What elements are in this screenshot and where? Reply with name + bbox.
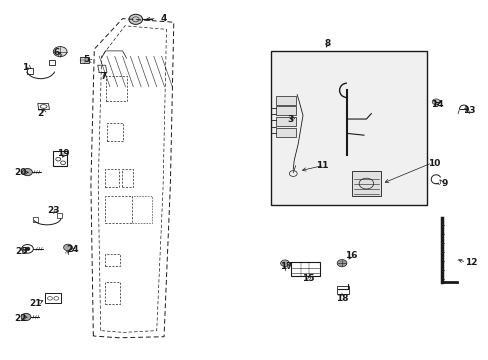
Bar bbox=[80, 57, 89, 63]
Text: 7: 7 bbox=[100, 72, 106, 81]
Text: 17: 17 bbox=[279, 262, 292, 271]
Text: 24: 24 bbox=[66, 246, 79, 255]
Bar bbox=[276, 128, 295, 137]
Bar bbox=[336, 286, 348, 294]
Circle shape bbox=[431, 99, 439, 105]
Bar bbox=[290, 262, 320, 276]
Bar bbox=[276, 107, 295, 116]
Text: 8: 8 bbox=[324, 39, 330, 48]
Text: 3: 3 bbox=[287, 114, 293, 123]
Bar bbox=[57, 213, 62, 219]
Bar bbox=[44, 293, 61, 303]
Text: 11: 11 bbox=[316, 161, 328, 170]
Circle shape bbox=[53, 46, 67, 57]
Text: 14: 14 bbox=[430, 100, 443, 109]
Circle shape bbox=[280, 260, 289, 266]
Text: 12: 12 bbox=[464, 258, 476, 267]
Text: 10: 10 bbox=[427, 159, 440, 168]
Bar bbox=[271, 51, 427, 205]
Bar bbox=[33, 217, 38, 222]
Text: 22: 22 bbox=[14, 314, 26, 323]
Text: 1: 1 bbox=[22, 63, 28, 72]
Bar bbox=[276, 117, 295, 126]
Circle shape bbox=[21, 314, 31, 320]
Text: 21: 21 bbox=[29, 299, 42, 308]
Circle shape bbox=[22, 168, 32, 176]
Text: 6: 6 bbox=[54, 48, 60, 57]
Bar bbox=[53, 151, 67, 166]
Text: 20: 20 bbox=[14, 168, 26, 177]
Text: 9: 9 bbox=[440, 179, 447, 188]
Text: 19: 19 bbox=[57, 149, 69, 158]
Text: 2: 2 bbox=[38, 109, 44, 118]
Text: 23: 23 bbox=[47, 206, 60, 215]
Bar bbox=[27, 68, 33, 74]
Circle shape bbox=[63, 244, 72, 251]
Text: 25: 25 bbox=[15, 247, 27, 256]
Circle shape bbox=[129, 14, 142, 24]
Bar bbox=[276, 96, 295, 105]
Bar bbox=[351, 171, 380, 196]
Circle shape bbox=[25, 247, 30, 251]
Circle shape bbox=[336, 260, 346, 267]
Text: 15: 15 bbox=[301, 274, 313, 283]
Text: 16: 16 bbox=[345, 251, 357, 260]
Text: 5: 5 bbox=[83, 55, 89, 64]
Text: 18: 18 bbox=[335, 294, 347, 303]
Text: 4: 4 bbox=[161, 14, 167, 23]
Text: 13: 13 bbox=[462, 105, 474, 114]
Bar bbox=[49, 60, 55, 65]
